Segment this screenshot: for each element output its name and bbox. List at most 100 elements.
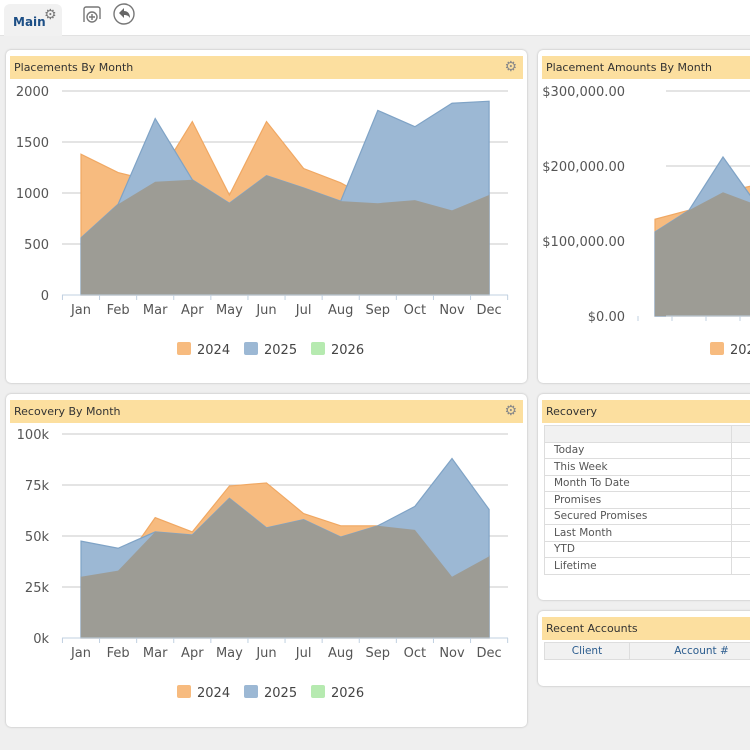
column-header-client[interactable]: Client [544, 642, 630, 660]
legend-label-2026: 2026 [331, 686, 364, 701]
amounts-chart: $0.00 $100,000.00 $200,000.00 $300,000.00 20… [542, 85, 750, 358]
row-label: Secured Promises [544, 507, 732, 525]
row-label: Lifetime [544, 557, 732, 575]
y-tick-label: 0k [33, 632, 49, 647]
x-tick-label: Jul [295, 303, 312, 318]
x-tick-label: Oct [404, 303, 426, 318]
recovery-table: Today This Week Month To Date Promises Secur… [544, 425, 750, 575]
row-value [731, 540, 750, 558]
table-row: Last Month [544, 524, 750, 542]
x-tick-label: Sep [366, 303, 391, 318]
legend-swatch-2025 [244, 342, 258, 355]
recent-accounts-table: Client Account # [544, 642, 750, 660]
table-row: Secured Promises [544, 507, 750, 525]
row-label: This Week [544, 458, 732, 476]
row-value [731, 557, 750, 575]
legend-swatch-2024 [710, 342, 724, 355]
legend-swatch-2025 [244, 685, 258, 698]
row-value [731, 491, 750, 509]
area-overlap [655, 192, 750, 316]
x-tick-label: Nov [439, 646, 465, 661]
panel-header: Recent Accounts [542, 617, 750, 640]
x-tick-label: Apr [181, 646, 204, 661]
x-tick-label: Jan [70, 646, 91, 661]
y-tick-label: 1000 [16, 187, 49, 202]
panel-header: Placements By Month ⚙ [10, 56, 523, 79]
legend-label-2024: 2024 [197, 343, 230, 358]
y-tick-label: $100,000.00 [542, 235, 625, 250]
table-row: Promises [544, 491, 750, 509]
gear-icon[interactable]: ⚙ [504, 59, 517, 75]
x-tick-label: Mar [143, 646, 168, 661]
table-row: Today [544, 441, 750, 459]
gear-icon[interactable]: ⚙ [44, 7, 57, 23]
legend-swatch-2024 [177, 685, 191, 698]
add-widget-icon[interactable] [81, 4, 103, 26]
row-value [731, 458, 750, 476]
x-tick-label: May [216, 303, 243, 318]
y-tick-label: 2000 [16, 85, 49, 100]
row-value [731, 441, 750, 459]
area-overlap [81, 498, 490, 638]
row-value [731, 507, 750, 525]
panel-header: Placement Amounts By Month [542, 56, 750, 79]
undo-icon[interactable] [113, 3, 135, 25]
y-tick-label: 25k [25, 581, 50, 596]
x-tick-label: Dec [477, 303, 502, 318]
top-bar: Main ⚙ [0, 0, 750, 36]
y-tick-label: 500 [24, 238, 49, 253]
legend-label-2024: 2024 [730, 343, 750, 358]
x-tick-label: Feb [107, 303, 130, 318]
area-overlap [81, 175, 490, 295]
table-row: This Week [544, 458, 750, 476]
x-tick-label: Nov [439, 303, 465, 318]
legend-swatch-2026 [311, 685, 325, 698]
panel-title: Recovery By Month [14, 405, 121, 418]
x-tick-label: Oct [404, 646, 426, 661]
row-label: Month To Date [544, 474, 732, 492]
row-label: Promises [544, 491, 732, 509]
row-value [731, 524, 750, 542]
legend-swatch-2024 [177, 342, 191, 355]
x-tick-label: Mar [143, 303, 168, 318]
panel-header: Recovery By Month ⚙ [10, 400, 523, 423]
y-tick-label: 1500 [16, 136, 49, 151]
table-row: Month To Date [544, 474, 750, 492]
x-tick-label: May [216, 646, 243, 661]
tab-main[interactable]: Main ⚙ [4, 4, 62, 36]
recovery-panel: Recovery Today This Week Month To Date Prom… [538, 394, 750, 600]
y-tick-label: $0.00 [588, 310, 625, 325]
placements-chart: 0 500 1000 1500 2000 Jan Feb Mar Apr May Jun Jul Aug… [16, 85, 509, 358]
y-tick-label: 75k [25, 479, 50, 494]
placements-panel: Placements By Month ⚙ 0 500 1000 1500 2000 Jan… [6, 50, 527, 383]
column-header-account[interactable]: Account # [629, 642, 750, 660]
x-tick-label: Aug [328, 303, 353, 318]
x-tick-label: Dec [477, 646, 502, 661]
recovery-chart-panel: Recovery By Month ⚙ 0k 25k 50k 75k 100k Jan Feb… [6, 394, 527, 727]
row-value [731, 474, 750, 492]
legend-swatch-2026 [311, 342, 325, 355]
panel-title: Placement Amounts By Month [546, 61, 712, 74]
gear-icon[interactable]: ⚙ [504, 403, 517, 419]
recovery-chart: 0k 25k 50k 75k 100k Jan Feb Mar Apr May Jun Jul Aug S… [17, 428, 509, 701]
table-row: YTD [544, 540, 750, 558]
table-row: Lifetime [544, 557, 750, 575]
row-label: Today [544, 441, 732, 459]
x-tick-label: Jun [255, 646, 276, 661]
y-tick-label: $300,000.00 [542, 85, 625, 100]
amounts-panel: Placement Amounts By Month $0.00 $100,000… [538, 50, 750, 383]
recent-accounts-panel: Recent Accounts Client Account # [538, 611, 750, 686]
row-label: YTD [544, 540, 732, 558]
x-tick-label: Jul [295, 646, 312, 661]
panel-title: Recent Accounts [546, 622, 638, 635]
tab-main-label: Main [13, 15, 46, 29]
legend-label-2025: 2025 [264, 686, 297, 701]
panel-title: Placements By Month [14, 61, 134, 74]
legend-label-2024: 2024 [197, 686, 230, 701]
x-tick-label: Aug [328, 646, 353, 661]
row-label: Last Month [544, 524, 732, 542]
x-tick-label: Jan [70, 303, 91, 318]
y-tick-label: 0 [41, 289, 49, 304]
y-tick-label: $200,000.00 [542, 160, 625, 175]
y-tick-label: 100k [17, 428, 50, 443]
